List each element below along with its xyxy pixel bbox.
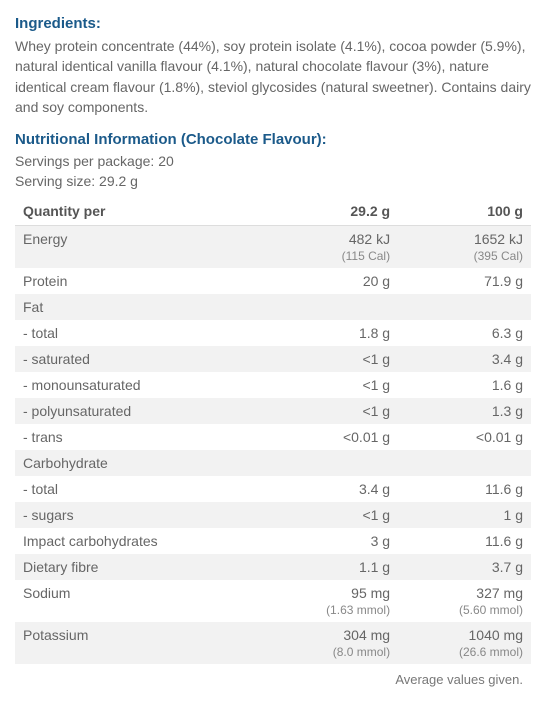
table-row: Potassium304 mg(8.0 mmol)1040 mg(26.6 mm… (15, 622, 531, 664)
table-row: Carbohydrate (15, 450, 531, 476)
per-serving-value: <1 g (265, 346, 398, 372)
table-row: Impact carbohydrates3 g11.6 g (15, 528, 531, 554)
table-row: Fat (15, 294, 531, 320)
per-100g-value: 11.6 g (398, 528, 531, 554)
per-100g-value: 3.7 g (398, 554, 531, 580)
per-100g-value: 11.6 g (398, 476, 531, 502)
per-serving-value: 1.8 g (265, 320, 398, 346)
per-100g-value (398, 294, 531, 320)
nutritional-heading: Nutritional Information (Chocolate Flavo… (15, 131, 531, 148)
table-row: - sugars<1 g1 g (15, 502, 531, 528)
nutrient-label: Sodium (15, 580, 265, 622)
per-serving-value: <1 g (265, 398, 398, 424)
nutrient-label: - polyunsaturated (15, 398, 265, 424)
per-serving-value: <1 g (265, 372, 398, 398)
ingredients-text: Whey protein concentrate (44%), soy prot… (15, 36, 531, 117)
per-100g-value: 3.4 g (398, 346, 531, 372)
footnote: Average values given. (15, 664, 531, 687)
table-row: - total1.8 g6.3 g (15, 320, 531, 346)
servings-per-package: Servings per package: 20 (15, 153, 174, 169)
serving-size: Serving size: 29.2 g (15, 173, 138, 189)
per-100g-value: <0.01 g (398, 424, 531, 450)
nutrient-label: - total (15, 320, 265, 346)
table-row: - trans<0.01 g<0.01 g (15, 424, 531, 450)
per-serving-value: 482 kJ(115 Cal) (265, 226, 398, 269)
nutrient-label: - sugars (15, 502, 265, 528)
per-100g-value: 71.9 g (398, 268, 531, 294)
nutrient-label: - trans (15, 424, 265, 450)
per-100g-value: 6.3 g (398, 320, 531, 346)
nutrient-label: - total (15, 476, 265, 502)
table-row: - total3.4 g11.6 g (15, 476, 531, 502)
per-100g-value: 1652 kJ(395 Cal) (398, 226, 531, 269)
nutrition-table: Quantity per 29.2 g 100 g Energy482 kJ(1… (15, 197, 531, 664)
nutrient-label: - monounsaturated (15, 372, 265, 398)
per-serving-value: 304 mg(8.0 mmol) (265, 622, 398, 664)
table-row: - saturated<1 g3.4 g (15, 346, 531, 372)
per-100g-value (398, 450, 531, 476)
per-serving-value: 3.4 g (265, 476, 398, 502)
nutrient-label: Protein (15, 268, 265, 294)
per-100g-value: 1 g (398, 502, 531, 528)
per-100g-value: 1.3 g (398, 398, 531, 424)
table-row: - polyunsaturated<1 g1.3 g (15, 398, 531, 424)
table-row: Dietary fibre1.1 g3.7 g (15, 554, 531, 580)
per-100g-value: 1.6 g (398, 372, 531, 398)
nutrient-label: Dietary fibre (15, 554, 265, 580)
per-serving-value: <0.01 g (265, 424, 398, 450)
nutrient-label: Energy (15, 226, 265, 269)
col-per-serving: 29.2 g (265, 197, 398, 226)
nutrient-label: Potassium (15, 622, 265, 664)
col-quantity: Quantity per (15, 197, 265, 226)
table-row: Protein20 g71.9 g (15, 268, 531, 294)
ingredients-heading: Ingredients: (15, 15, 531, 32)
per-serving-value: 1.1 g (265, 554, 398, 580)
nutrient-label: - saturated (15, 346, 265, 372)
per-serving-value (265, 450, 398, 476)
per-serving-value: 20 g (265, 268, 398, 294)
serving-info: Servings per package: 20 Serving size: 2… (15, 152, 531, 191)
table-row: - monounsaturated<1 g1.6 g (15, 372, 531, 398)
per-serving-value: 95 mg(1.63 mmol) (265, 580, 398, 622)
per-serving-value: <1 g (265, 502, 398, 528)
per-100g-value: 327 mg(5.60 mmol) (398, 580, 531, 622)
table-row: Energy482 kJ(115 Cal)1652 kJ(395 Cal) (15, 226, 531, 269)
per-100g-value: 1040 mg(26.6 mmol) (398, 622, 531, 664)
per-serving-value (265, 294, 398, 320)
nutrient-label: Fat (15, 294, 265, 320)
col-per-100g: 100 g (398, 197, 531, 226)
nutrient-label: Carbohydrate (15, 450, 265, 476)
table-row: Sodium95 mg(1.63 mmol)327 mg(5.60 mmol) (15, 580, 531, 622)
nutrient-label: Impact carbohydrates (15, 528, 265, 554)
per-serving-value: 3 g (265, 528, 398, 554)
